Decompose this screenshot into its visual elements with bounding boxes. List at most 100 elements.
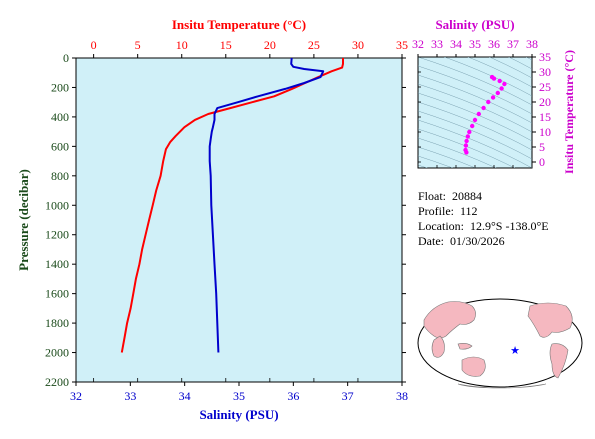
ts-point	[476, 111, 481, 117]
main-profile-chart: 0 5 10 15 20 25 30 35 32 33 34 35 36 37 38 0 200 400 600…	[16, 17, 408, 422]
density-isoline	[418, 137, 497, 168]
bottom-axis-label: Salinity (PSU)	[199, 407, 278, 422]
ts-right-tick-label: 30	[539, 65, 551, 79]
land-asia	[423, 301, 476, 339]
ts-top-tick-label: 32	[412, 37, 424, 51]
density-isoline	[418, 155, 454, 168]
ts-right-tick-label: 0	[539, 155, 545, 169]
ts-top-tick-label: 33	[431, 37, 443, 51]
top-tick-label: 0	[91, 38, 97, 52]
top-axis-label: Insitu Temperature (°C)	[172, 17, 306, 32]
density-isoline	[418, 74, 532, 124]
left-tick-label: 400	[51, 110, 69, 124]
date-value: 01/30/2026	[450, 234, 505, 248]
info-float: Float: 20884	[418, 189, 482, 204]
left-axis-ticks: 0 200 400 600 800 1000 1200 1400 1600 1800 2000 220…	[45, 51, 406, 389]
top-tick-label: 30	[352, 38, 364, 52]
ts-point	[481, 105, 486, 111]
top-tick-label: 20	[264, 38, 276, 52]
ts-point	[486, 99, 491, 105]
ts-top-tick-label: 37	[507, 37, 519, 51]
density-isolines	[418, 57, 532, 168]
location-value: 12.9°S -138.0°E	[469, 219, 549, 233]
info-location: Location: 12.9°S -138.0°E	[418, 219, 549, 234]
date-label: Date:	[418, 234, 444, 248]
y-axis-label: Pressure (decibar)	[16, 169, 31, 271]
ts-point	[495, 90, 500, 96]
density-isoline	[443, 57, 532, 97]
ts-point	[497, 78, 502, 84]
ts-right-tick-label: 10	[539, 125, 551, 139]
top-tick-label: 25	[308, 38, 320, 52]
ts-top-axis-label: Salinity (PSU)	[435, 17, 514, 32]
profile-label: Profile:	[418, 204, 454, 218]
top-tick-label: 10	[176, 38, 188, 52]
top-tick-label: 35	[396, 38, 408, 52]
left-tick-label: 800	[51, 169, 69, 183]
left-tick-label: 1800	[45, 316, 69, 330]
density-isoline	[488, 57, 532, 79]
left-tick-label: 2000	[45, 346, 69, 360]
density-isoline	[418, 101, 532, 151]
bottom-tick-label: 36	[287, 389, 299, 403]
left-tick-label: 1400	[45, 257, 69, 271]
world-map: ★	[417, 298, 583, 389]
ts-series	[463, 74, 507, 155]
left-tick-label: 600	[51, 139, 69, 153]
main-series	[120, 57, 344, 353]
density-isoline	[418, 146, 477, 168]
top-tick-label: 15	[220, 38, 232, 52]
land-antarctica	[457, 383, 547, 389]
float-value: 20884	[452, 189, 483, 203]
left-tick-label: 1600	[45, 287, 69, 301]
location-label: Location:	[418, 219, 464, 233]
bottom-tick-label: 34	[179, 389, 191, 403]
left-tick-label: 0	[63, 51, 69, 65]
ts-right-tick-label: 5	[539, 140, 545, 154]
land-australia	[461, 356, 486, 377]
profile-value: 112	[460, 204, 478, 218]
left-tick-label: 2200	[45, 375, 69, 389]
density-isoline	[418, 119, 532, 168]
bottom-tick-label: 32	[70, 389, 82, 403]
land-indonesia	[457, 343, 473, 350]
density-isoline	[418, 110, 532, 160]
ts-point	[491, 76, 497, 81]
land-north-america	[527, 302, 573, 338]
ts-point	[470, 123, 475, 129]
left-tick-label: 200	[51, 80, 69, 94]
density-isoline	[418, 65, 532, 115]
ts-point	[490, 95, 496, 100]
density-isoline	[418, 83, 532, 133]
left-tick-label: 1000	[45, 198, 69, 212]
density-isoline	[418, 128, 516, 168]
top-axis-ticks: 0 5 10 15 20 25 30 35	[91, 38, 408, 382]
ts-point	[499, 86, 504, 91]
ts-point	[472, 117, 478, 123]
salinity-profile-line	[208, 57, 325, 353]
ts-right-axis-label: Insitu Temperature (°C)	[562, 50, 576, 174]
info-date: Date: 01/30/2026	[418, 234, 505, 249]
bottom-axis-ticks: 32 33 34 35 36 37 38	[70, 382, 408, 403]
ts-point	[464, 138, 469, 144]
ts-top-tick-label: 36	[488, 37, 500, 51]
map-land	[423, 301, 573, 389]
land-south-america	[549, 343, 569, 379]
bottom-tick-label: 37	[342, 389, 354, 403]
bottom-tick-label: 35	[233, 389, 245, 403]
ts-right-tick-label: 15	[539, 110, 551, 124]
ts-point	[464, 150, 469, 155]
ts-point	[502, 81, 507, 87]
main-plot-area	[75, 57, 403, 383]
bottom-tick-label: 33	[124, 389, 136, 403]
float-label: Float:	[418, 189, 447, 203]
land-south-asia	[431, 335, 445, 358]
density-isoline	[418, 57, 532, 106]
left-tick-label: 1200	[45, 228, 69, 242]
ts-point	[465, 134, 470, 139]
float-location-star: ★	[510, 345, 520, 357]
ts-right-tick-label: 25	[539, 80, 551, 94]
